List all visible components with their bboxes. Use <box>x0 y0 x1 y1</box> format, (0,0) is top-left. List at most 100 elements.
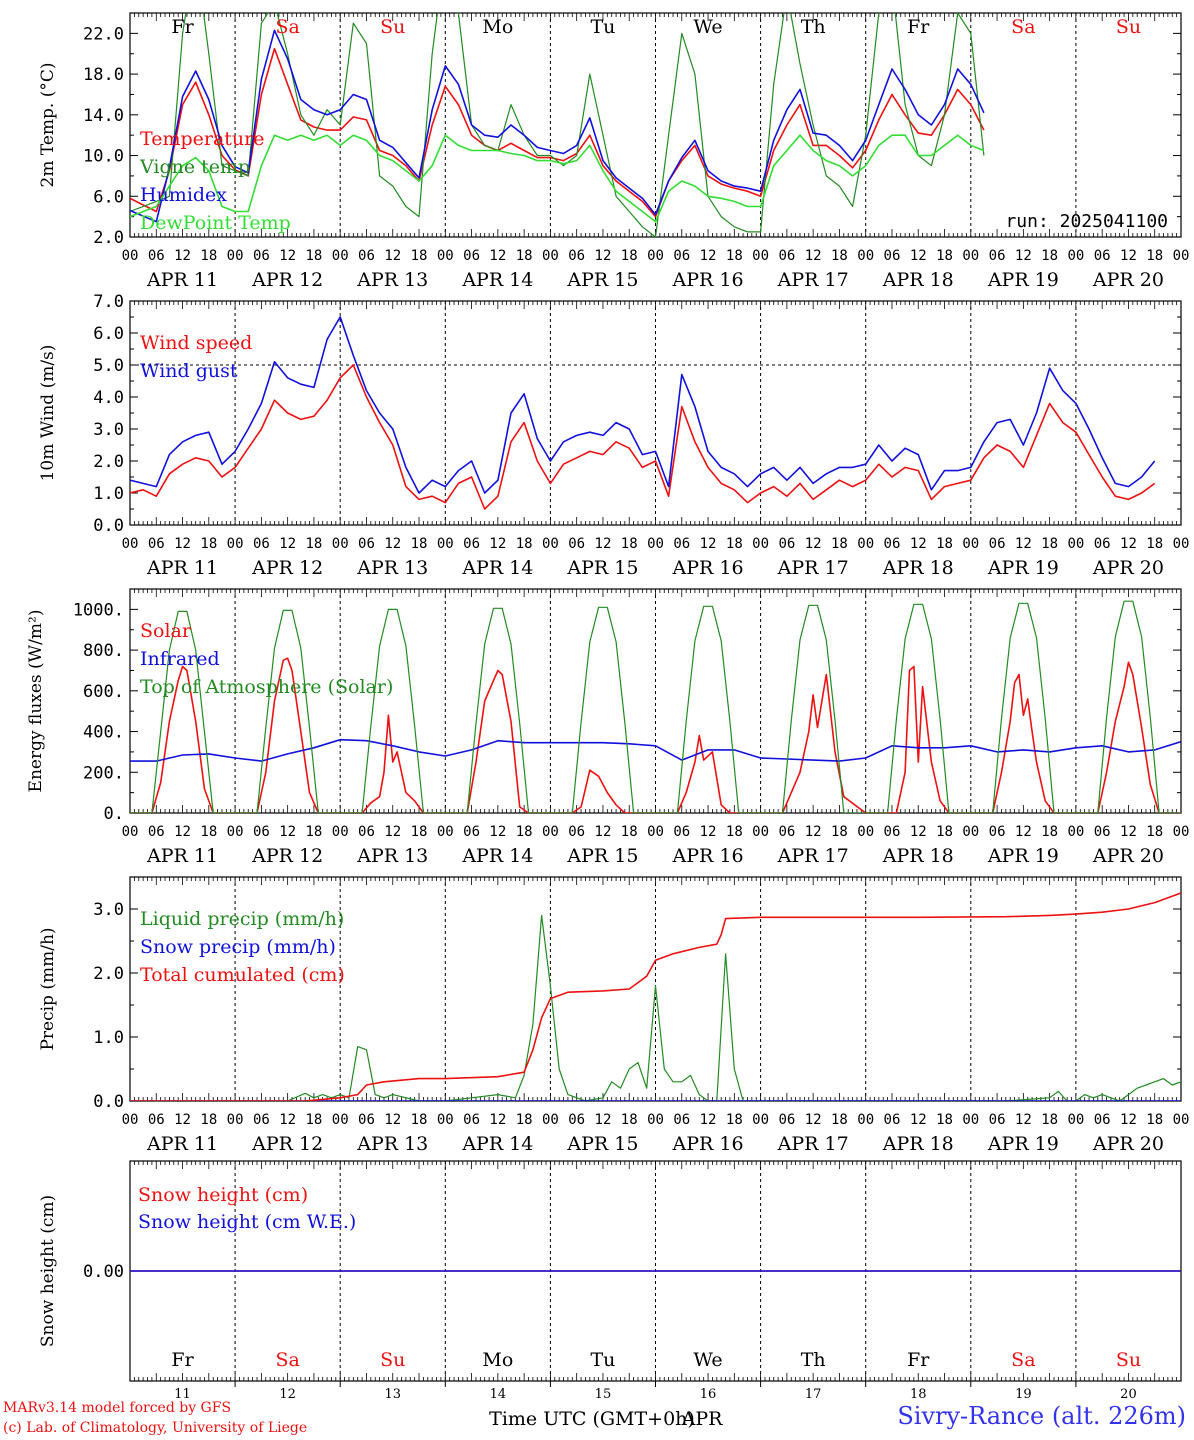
hour-tick-label: 12 <box>910 1112 927 1128</box>
panel-snow: 0.00 Snow height (cm) Snow height (cm) Snow… <box>38 1160 1182 1430</box>
weekday-label: Su <box>1116 16 1141 38</box>
day-number-label: 15 <box>595 1387 612 1402</box>
hour-tick-label: 18 <box>1146 824 1163 840</box>
day-label: APR 16 <box>672 1133 744 1155</box>
hour-tick-label: 00 <box>647 1112 664 1128</box>
hour-tick-label: 06 <box>463 248 480 264</box>
legend-entry: Wind speed <box>140 332 252 354</box>
hour-tick-label: 00 <box>227 1112 244 1128</box>
hour-tick-label: 12 <box>910 248 927 264</box>
hour-tick-label: 06 <box>568 248 585 264</box>
y-tick-label: 7.0 <box>93 292 124 312</box>
hour-tick-label: 00 <box>437 536 454 552</box>
legend-entry: Snow height (cm) <box>138 1184 308 1206</box>
hour-tick-label: 12 <box>489 536 506 552</box>
hour-tick-label: 06 <box>778 536 795 552</box>
y-tick-label: 1000. <box>73 600 124 620</box>
day-label: APR 15 <box>566 557 638 579</box>
hour-tick-label: 12 <box>595 1112 612 1128</box>
hour-tick-label: 18 <box>936 248 953 264</box>
hour-tick-label: 00 <box>227 248 244 264</box>
y-tick-label: 0.0 <box>93 516 124 536</box>
series-line-temp-2 <box>130 29 985 223</box>
hour-tick-label: 18 <box>516 248 533 264</box>
hour-tick-label: 00 <box>647 536 664 552</box>
weekday-label: Tu <box>590 1349 615 1371</box>
legend-entry: Wind gust <box>140 360 238 382</box>
day-label: APR 13 <box>356 845 428 867</box>
hour-tick-label: 18 <box>621 248 638 264</box>
series-line-temp-0 <box>130 47 985 218</box>
hour-tick-label: 06 <box>463 824 480 840</box>
hour-tick-label: 00 <box>1067 1112 1084 1128</box>
day-label: APR 14 <box>461 1133 533 1155</box>
hour-tick-label: 00 <box>542 248 559 264</box>
hour-tick-label: 06 <box>884 824 901 840</box>
hour-tick-label: 00 <box>857 248 874 264</box>
hour-tick-label: 00 <box>752 536 769 552</box>
hour-tick-label: 06 <box>989 1112 1006 1128</box>
y-tick-label: 0. <box>104 804 124 824</box>
day-label: APR 20 <box>1092 845 1164 867</box>
legend-entry: Liquid precip (mm/h) <box>140 908 344 930</box>
day-label: APR 11 <box>146 1133 218 1155</box>
hour-tick-label: 18 <box>305 248 322 264</box>
hour-tick-label: 18 <box>411 824 428 840</box>
day-number-label: 18 <box>910 1387 927 1402</box>
day-label: APR 17 <box>777 269 849 291</box>
legend-entry: Infrared <box>140 648 220 670</box>
series-line-precip-2 <box>130 892 1181 1101</box>
hour-tick-label: 00 <box>542 1112 559 1128</box>
day-label: APR 12 <box>251 557 323 579</box>
hour-tick-label: 06 <box>568 1112 585 1128</box>
hour-tick-label: 12 <box>279 248 296 264</box>
hour-tick-label: 06 <box>884 536 901 552</box>
hour-tick-label: 18 <box>411 248 428 264</box>
y-tick-label: 18.0 <box>83 65 124 85</box>
hour-tick-label: 00 <box>227 824 244 840</box>
hour-tick-label: 00 <box>1173 536 1190 552</box>
weekday-label: Sa <box>275 16 299 38</box>
run-annotation: run: 2025041100 <box>1005 211 1168 232</box>
hour-tick-label: 06 <box>673 536 690 552</box>
hour-tick-label: 18 <box>305 536 322 552</box>
hour-tick-label: 18 <box>831 248 848 264</box>
panel-energy: 0. 200. 400. 600. 800. 1000. Energy fluxes (W/… <box>26 588 1189 867</box>
hour-tick-label: 06 <box>358 536 375 552</box>
hour-tick-label: 12 <box>700 824 717 840</box>
legend-entry: DewPoint Temp <box>140 212 291 234</box>
hour-tick-label: 00 <box>1067 248 1084 264</box>
day-label: APR 15 <box>566 845 638 867</box>
hour-tick-label: 12 <box>489 248 506 264</box>
hour-tick-label: 12 <box>1120 824 1137 840</box>
series-group <box>130 892 1181 1101</box>
series-line-temp-3 <box>130 134 985 223</box>
hour-tick-label: 06 <box>778 824 795 840</box>
weekday-label: Th <box>801 16 826 38</box>
y-tick-label: 800. <box>83 641 124 661</box>
hour-tick-label: 00 <box>227 536 244 552</box>
hour-tick-label: 18 <box>1041 1112 1058 1128</box>
panel-wind: 0.0 1.0 2.0 3.0 4.0 5.0 6.0 7.0 10m Wind (m/s) Wi… <box>38 292 1189 579</box>
hour-tick-label: 12 <box>489 824 506 840</box>
hour-tick-label: 12 <box>1015 248 1032 264</box>
hour-tick-label: 18 <box>1041 536 1058 552</box>
weekday-label: Mo <box>482 16 513 38</box>
hour-tick-label: 00 <box>752 824 769 840</box>
hour-tick-label: 12 <box>910 824 927 840</box>
hour-tick-label: 06 <box>148 248 165 264</box>
hour-tick-label: 00 <box>332 1112 349 1128</box>
series-line-precip-0 <box>130 914 1181 1101</box>
y-axis-title: Snow height (cm) <box>38 1195 58 1347</box>
weekday-label: Sa <box>1011 1349 1035 1371</box>
legend-entry: Top of Atmosphere (Solar) <box>140 676 393 698</box>
hour-tick-label: 00 <box>1067 824 1084 840</box>
hour-tick-label: 00 <box>122 1112 139 1128</box>
legend-entry: Snow precip (mm/h) <box>140 936 336 958</box>
legend-entry: Total cumulated (cm) <box>140 964 345 986</box>
day-number-label: 13 <box>384 1387 401 1402</box>
weekday-label: Th <box>801 1349 826 1371</box>
hour-tick-label: 06 <box>358 824 375 840</box>
day-label: APR 18 <box>882 557 954 579</box>
y-tick-label: 2.0 <box>93 452 124 472</box>
